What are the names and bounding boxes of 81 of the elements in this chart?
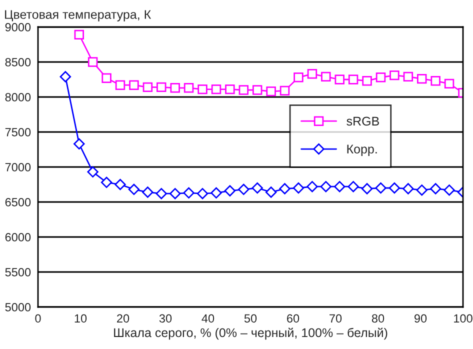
point	[198, 84, 208, 94]
point	[100, 176, 112, 188]
point	[114, 178, 126, 190]
x-tick-label: 50	[244, 314, 257, 323]
point	[142, 82, 153, 92]
point	[88, 57, 98, 67]
point	[74, 138, 85, 150]
point	[129, 80, 139, 90]
x-tick-label: 10	[74, 314, 87, 323]
y-tick-label: 7000	[5, 163, 31, 172]
x-tick-label: 0	[35, 314, 41, 323]
point	[402, 183, 414, 194]
point	[210, 187, 222, 199]
x-axis-title: Шкала серого, % (0% – черный, 100% – белый)	[114, 328, 388, 340]
point	[224, 185, 236, 196]
y-tick-label: 6000	[5, 233, 31, 242]
point	[334, 74, 344, 84]
point	[252, 85, 262, 95]
legend-label: Корр.	[347, 144, 377, 156]
point	[156, 188, 167, 200]
point	[265, 186, 277, 198]
point	[87, 166, 98, 178]
point	[307, 69, 318, 79]
point	[348, 180, 359, 192]
point	[292, 182, 304, 194]
point	[375, 182, 386, 194]
point	[334, 180, 346, 192]
point	[184, 83, 194, 93]
point	[225, 84, 235, 94]
y-tick-label: 5000	[5, 303, 31, 312]
point	[320, 180, 332, 192]
point	[170, 83, 180, 93]
point	[348, 74, 358, 84]
point	[102, 73, 112, 83]
point	[252, 182, 263, 194]
point	[156, 82, 166, 92]
point	[211, 84, 222, 94]
point	[390, 70, 400, 80]
point	[279, 183, 290, 194]
point	[403, 72, 414, 82]
point	[321, 72, 331, 82]
point	[430, 183, 442, 194]
point	[430, 76, 440, 86]
legend-label: sRGB	[346, 116, 379, 126]
point	[417, 74, 427, 84]
x-tick-label: 100	[454, 314, 472, 323]
x-tick-label: 90	[414, 314, 427, 323]
y-tick-label: 5500	[5, 268, 31, 276]
point	[128, 184, 140, 196]
point	[362, 76, 372, 86]
point	[376, 72, 386, 82]
point	[294, 72, 304, 82]
point	[238, 85, 249, 95]
y-axis-title: Цветовая температура, К	[5, 10, 152, 22]
point	[74, 30, 84, 40]
y-tick-label: 7500	[5, 128, 31, 136]
point	[183, 187, 194, 199]
x-tick-label: 30	[159, 314, 172, 323]
x-tick-label: 70	[330, 314, 342, 323]
point	[115, 80, 126, 90]
point	[416, 184, 428, 196]
point	[280, 86, 290, 96]
y-tick-label: 9000	[5, 23, 31, 32]
x-tick-label: 80	[372, 314, 384, 323]
x-tick-label: 60	[287, 314, 300, 323]
point	[444, 78, 454, 89]
y-tick-label: 6500	[5, 198, 31, 206]
y-tick-label: 8000	[5, 93, 31, 102]
x-tick-label: 20	[117, 314, 130, 323]
point	[306, 180, 318, 192]
y-tick-label: 8500	[5, 58, 31, 66]
point	[388, 182, 400, 194]
point	[142, 186, 154, 198]
x-tick-label: 40	[202, 314, 214, 323]
point	[196, 188, 208, 200]
point	[238, 184, 250, 196]
point	[444, 184, 455, 196]
point	[266, 86, 276, 96]
point	[170, 188, 181, 200]
point	[361, 183, 373, 194]
point	[60, 71, 72, 82]
